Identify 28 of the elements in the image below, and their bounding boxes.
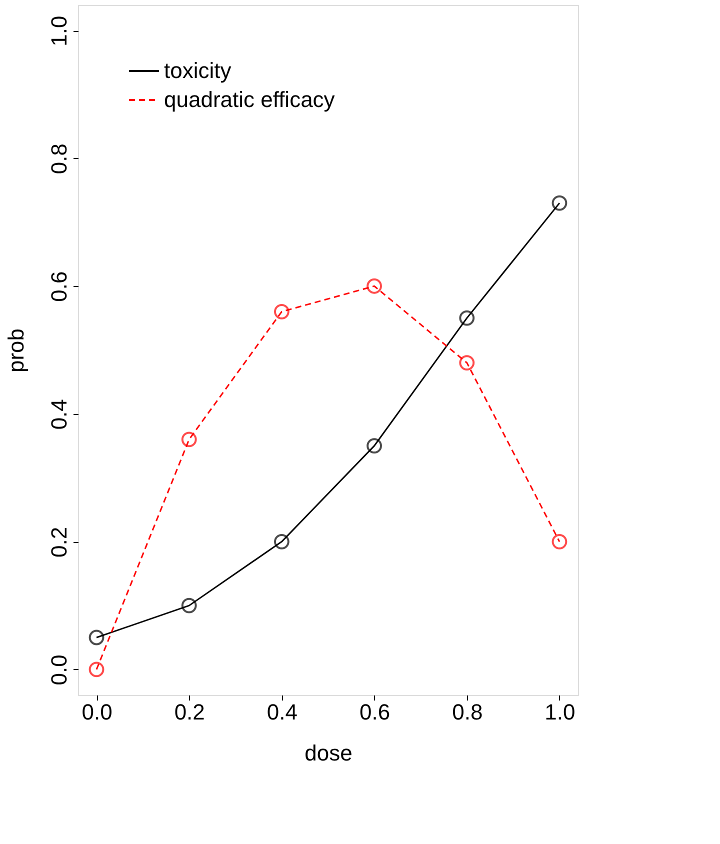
x-tick-label: 0.0 (82, 700, 112, 724)
x-axis-title: dose (304, 740, 352, 766)
x-tick-label: 1.0 (544, 700, 576, 724)
point (181, 432, 197, 448)
point (459, 310, 475, 326)
point (366, 438, 382, 454)
y-axis-title: prob (4, 328, 28, 373)
point (459, 355, 475, 370)
point (552, 534, 568, 550)
point (181, 598, 197, 614)
y-tick-label: 0.2 (46, 526, 72, 558)
legend-label: quadratic efficacy (164, 87, 335, 112)
y-tick-label: 0.4 (46, 399, 72, 430)
x-tick-label: 0.2 (174, 700, 205, 724)
x-tick-label: 0.8 (452, 700, 483, 724)
x-tick-label: 0.6 (360, 700, 390, 724)
point (552, 195, 568, 211)
y-tick-label: 0.0 (46, 654, 72, 686)
legend-label: toxicity (164, 58, 232, 83)
point (88, 630, 104, 646)
y-tick-label: 0.6 (46, 271, 72, 302)
point (88, 662, 104, 678)
point (366, 278, 382, 294)
point (274, 304, 290, 320)
x-tick-label: 0.4 (266, 700, 298, 724)
point (274, 534, 290, 550)
y-tick-label: 1.0 (46, 16, 72, 46)
y-tick-label: 0.8 (46, 144, 72, 174)
